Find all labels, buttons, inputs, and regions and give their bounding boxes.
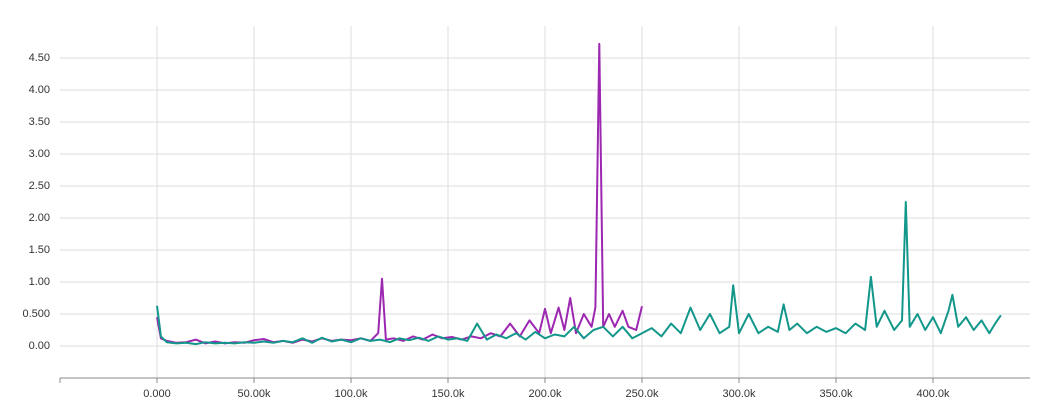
y-tick-label: 2.00 xyxy=(29,212,50,224)
y-tick-label: 1.00 xyxy=(29,276,50,288)
x-tick-label: 300.0k xyxy=(722,388,756,400)
x-tick-label: 250.0k xyxy=(625,388,659,400)
x-tick-label: 400.0k xyxy=(916,388,950,400)
x-tick-label: 100.0k xyxy=(334,388,368,400)
y-tick-label: 2.50 xyxy=(29,180,50,192)
x-tick-label: 0.000 xyxy=(143,388,171,400)
x-tick-label: 50.00k xyxy=(237,388,271,400)
y-tick-label: 0.500 xyxy=(22,308,50,320)
y-tick-label: 3.50 xyxy=(29,116,50,128)
x-tick-label: 350.0k xyxy=(819,388,853,400)
y-tick-label: 3.00 xyxy=(29,148,50,160)
y-tick-label: 1.50 xyxy=(29,244,50,256)
y-tick-label: 4.50 xyxy=(29,52,50,64)
series-line xyxy=(156,42,643,345)
y-tick-label: 0.00 xyxy=(29,340,50,352)
x-tick-label: 150.0k xyxy=(431,388,465,400)
y-tick-label: 4.00 xyxy=(29,84,50,96)
series-line xyxy=(156,201,1002,346)
x-tick-label: 200.0k xyxy=(528,388,562,400)
